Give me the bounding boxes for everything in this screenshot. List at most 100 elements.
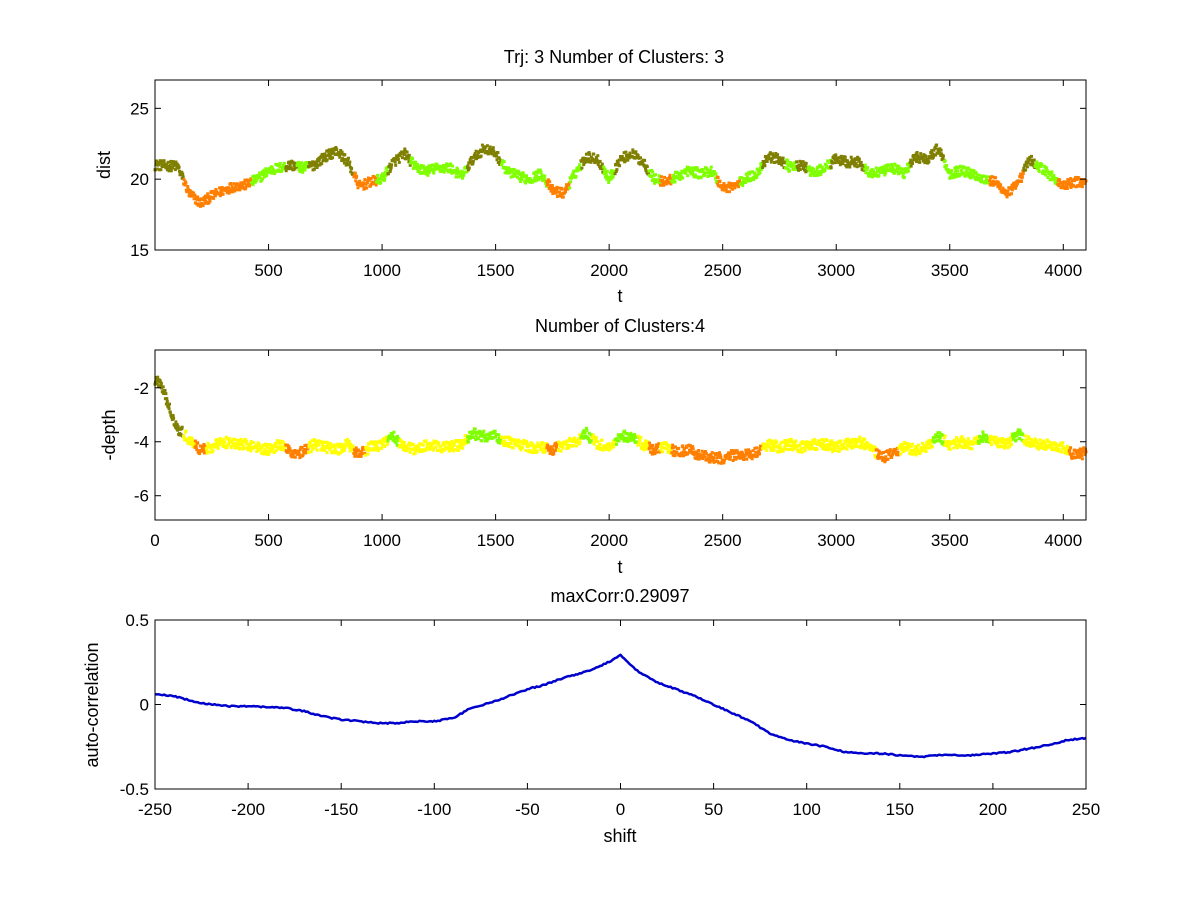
data-point (260, 445, 264, 449)
data-point (785, 162, 789, 166)
data-point (709, 453, 713, 456)
data-point (632, 150, 636, 154)
data-point (655, 446, 659, 450)
data-point (582, 429, 586, 433)
data-point (159, 383, 163, 387)
data-point (1066, 451, 1070, 455)
data-point (852, 162, 856, 166)
data-point (307, 165, 311, 169)
data-point (643, 158, 647, 162)
data-point (792, 445, 795, 449)
data-point (541, 442, 545, 446)
data-point (659, 175, 663, 179)
data-point (812, 441, 816, 445)
data-point (876, 455, 879, 459)
data-point (392, 430, 396, 434)
data-point (451, 164, 454, 168)
data-point (462, 173, 466, 177)
data-point (1005, 441, 1009, 445)
data-point (537, 175, 541, 179)
data-point (958, 442, 962, 446)
data-point (205, 451, 209, 455)
data-point (934, 153, 938, 157)
data-point (1009, 439, 1013, 443)
data-point (570, 176, 573, 180)
data-point (810, 169, 814, 173)
data-point (588, 440, 592, 444)
data-point (352, 175, 356, 178)
data-point (793, 161, 797, 165)
data-point (293, 167, 297, 171)
data-point (201, 204, 205, 208)
data-point (536, 441, 540, 445)
data-point (228, 190, 231, 194)
data-point (483, 147, 487, 151)
data-point (654, 449, 657, 453)
data-point (165, 397, 169, 401)
data-point (438, 445, 442, 449)
data-point (1016, 428, 1020, 432)
x-tick-label: 4000 (1044, 531, 1082, 550)
data-point (861, 439, 865, 443)
data-point (962, 437, 966, 441)
data-point (869, 174, 873, 178)
data-point (196, 195, 200, 199)
data-point (270, 166, 274, 169)
data-point (747, 179, 751, 183)
data-point (222, 437, 226, 441)
data-point (722, 182, 726, 185)
data-point (1028, 155, 1032, 159)
data-point (817, 165, 821, 169)
data-point (738, 179, 741, 183)
data-point (228, 437, 232, 441)
data-point (467, 166, 471, 170)
x-tick-label: 500 (254, 261, 282, 280)
data-point (442, 168, 446, 172)
data-point (1080, 454, 1084, 458)
data-point (999, 184, 1003, 188)
data-point (677, 446, 681, 450)
data-point (917, 155, 921, 159)
data-point (567, 184, 571, 188)
data-point (830, 159, 834, 163)
data-point (672, 449, 676, 453)
data-point (538, 444, 542, 448)
data-point (553, 444, 557, 447)
data-point (788, 447, 792, 451)
data-point (462, 170, 466, 174)
data-point (211, 449, 215, 453)
data-point (907, 165, 911, 169)
data-point (939, 148, 943, 152)
data-point (281, 440, 285, 444)
data-point (770, 157, 774, 161)
data-point (914, 157, 918, 161)
data-point (624, 436, 628, 440)
data-point (661, 178, 665, 182)
data-point (397, 160, 401, 164)
data-point (504, 166, 508, 170)
data-point (1043, 441, 1047, 445)
data-point (208, 197, 211, 201)
data-point (402, 440, 406, 444)
data-point (372, 182, 376, 186)
subplot-depth: Number of Clusters:4 0 500 1000 1500 2000 250… (99, 316, 1088, 577)
data-point (460, 443, 463, 447)
data-point (822, 440, 826, 444)
data-point (470, 156, 473, 159)
data-point (905, 445, 909, 449)
data-point (916, 443, 920, 447)
data-point (309, 450, 313, 454)
data-point (946, 440, 950, 443)
data-point (770, 439, 774, 443)
data-point (865, 167, 869, 171)
data-point (318, 163, 322, 167)
data-point (762, 161, 766, 165)
data-point (729, 452, 733, 456)
data-point (303, 165, 307, 169)
data-point (768, 151, 772, 155)
data-point (607, 178, 611, 182)
data-point (938, 431, 942, 435)
data-point (594, 436, 598, 440)
data-point (1013, 434, 1017, 438)
data-point (693, 173, 697, 177)
